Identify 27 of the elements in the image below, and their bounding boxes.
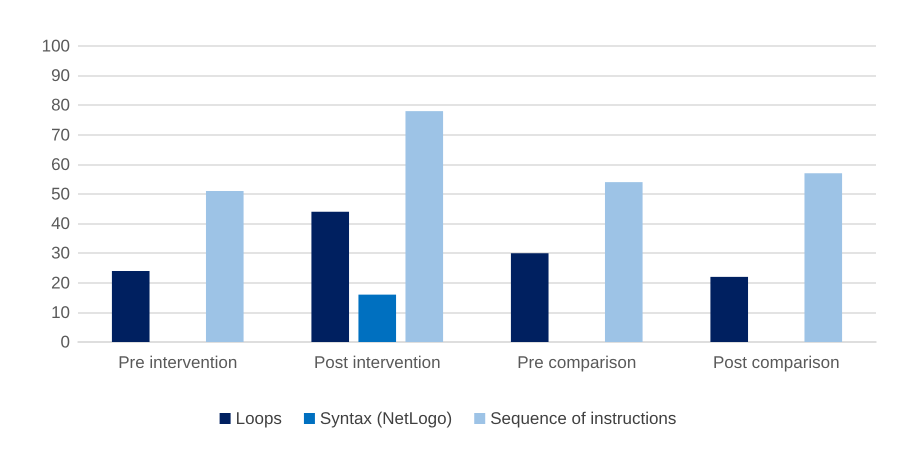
y-tick-label: 60 <box>51 154 70 174</box>
y-tick-label: 40 <box>51 214 70 234</box>
bar <box>112 270 150 342</box>
x-tick-label: Post intervention <box>314 353 441 372</box>
x-tick-label: Pre intervention <box>118 353 238 372</box>
legend-label: Syntax (NetLogo) <box>320 409 452 428</box>
y-tick-label: 30 <box>51 244 70 263</box>
x-tick-label: Post comparison <box>712 353 840 372</box>
y-tick-label: 80 <box>51 96 70 115</box>
y-tick-label: 20 <box>51 273 70 292</box>
bar <box>311 212 350 342</box>
legend-label: Sequence of instructions <box>490 409 676 428</box>
y-tick-label: 100 <box>42 36 70 56</box>
legend-label: Loops <box>236 409 282 428</box>
bar <box>206 191 244 342</box>
bar <box>510 253 549 342</box>
y-tick-label: 90 <box>51 66 70 86</box>
y-tick-label: 10 <box>51 302 70 322</box>
bar <box>710 276 748 342</box>
y-tick-label: 0 <box>60 332 70 352</box>
bar <box>405 111 444 342</box>
x-tick-label: Pre comparison <box>517 353 636 372</box>
bar <box>804 173 842 342</box>
bar <box>358 294 396 342</box>
bar <box>604 182 643 342</box>
y-tick-label: 50 <box>51 184 70 204</box>
y-tick-label: 70 <box>51 125 70 144</box>
